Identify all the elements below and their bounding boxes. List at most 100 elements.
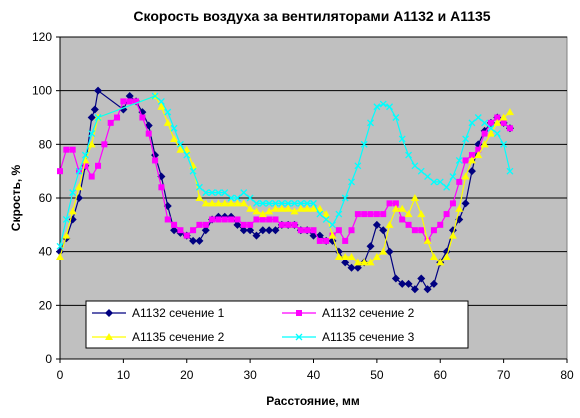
- data-point: [233, 199, 242, 207]
- data-point: [82, 162, 89, 169]
- legend-marker: [105, 309, 113, 317]
- data-point: [348, 178, 355, 186]
- data-point: [208, 199, 217, 207]
- data-point: [259, 199, 267, 207]
- data-point: [189, 236, 198, 245]
- data-point: [366, 242, 375, 251]
- data-point: [360, 258, 369, 266]
- data-point: [418, 227, 425, 234]
- data-point: [284, 199, 292, 207]
- data-point: [227, 194, 235, 202]
- data-point: [233, 194, 241, 202]
- data-point: [379, 226, 388, 235]
- data-point: [171, 221, 178, 228]
- data-point: [474, 140, 483, 149]
- axes: 0 20 40 60 80 100 120 0 10 20 30 40 50 60 70 80: [32, 30, 574, 382]
- data-point: [487, 119, 494, 126]
- data-point: [404, 279, 413, 288]
- data-point: [455, 204, 464, 212]
- data-point: [114, 114, 121, 121]
- data-point: [500, 140, 508, 148]
- data-point: [391, 204, 400, 212]
- data-point: [233, 220, 242, 229]
- data-point: [126, 98, 133, 105]
- data-point: [335, 210, 343, 218]
- data-point: [500, 119, 507, 126]
- legend-label: А1132 сечение 1: [132, 306, 225, 320]
- data-point: [322, 210, 331, 218]
- x-tick-label: 70: [497, 368, 511, 382]
- data-point: [195, 194, 204, 201]
- data-point: [209, 216, 216, 223]
- data-point: [214, 199, 223, 207]
- legend-label: А1132 сечение 2: [322, 306, 415, 320]
- data-point: [437, 221, 444, 228]
- data-point: [163, 118, 172, 126]
- data-point: [423, 236, 432, 244]
- data-point: [304, 227, 311, 234]
- data-point: [234, 216, 241, 223]
- data-point: [385, 220, 394, 228]
- data-point: [75, 183, 84, 191]
- data-point: [386, 103, 394, 111]
- data-point: [391, 274, 400, 283]
- series-3: [56, 92, 514, 266]
- data-point: [101, 141, 108, 148]
- data-point: [214, 189, 222, 197]
- data-point: [449, 173, 457, 180]
- series-2: [57, 98, 513, 244]
- data-point: [423, 285, 432, 294]
- data-point: [448, 231, 457, 239]
- data-point: [133, 98, 140, 105]
- x-tick-label: 60: [434, 368, 448, 382]
- x-tick-label: 0: [57, 368, 64, 382]
- series-layer: [56, 86, 514, 294]
- data-point: [56, 253, 64, 261]
- x-tick-label: 80: [560, 368, 574, 382]
- x-tick-label: 50: [370, 368, 384, 382]
- data-point: [310, 199, 317, 207]
- data-point: [228, 216, 235, 223]
- data-point: [265, 199, 273, 207]
- data-point: [258, 210, 267, 218]
- data-point: [69, 189, 77, 197]
- data-point: [272, 199, 279, 207]
- data-point: [196, 221, 203, 228]
- data-point: [278, 221, 285, 228]
- data-point: [405, 151, 413, 159]
- data-point: [404, 210, 413, 218]
- data-point: [90, 105, 99, 114]
- data-point: [456, 178, 463, 185]
- data-point: [424, 173, 432, 180]
- data-point: [157, 102, 166, 110]
- data-point: [303, 204, 312, 212]
- x-tick-label: 10: [117, 368, 131, 382]
- x-axis-label: Расстояние, мм: [266, 394, 360, 408]
- data-point: [291, 199, 298, 207]
- data-point: [195, 183, 203, 191]
- data-point: [94, 86, 103, 95]
- data-point: [442, 253, 451, 261]
- data-point: [366, 258, 375, 266]
- legend-box: [85, 300, 469, 349]
- data-point: [183, 151, 191, 159]
- data-point: [240, 221, 247, 228]
- data-point: [69, 146, 76, 153]
- data-point: [88, 130, 96, 138]
- data-point: [221, 189, 229, 197]
- data-point: [125, 92, 134, 101]
- data-point: [95, 162, 102, 169]
- data-point: [461, 199, 470, 208]
- data-point: [347, 263, 356, 272]
- data-point: [341, 194, 349, 202]
- y-tick-label: 80: [39, 137, 53, 151]
- data-point: [449, 200, 456, 207]
- data-point: [157, 97, 165, 105]
- x-tick-label: 40: [307, 368, 321, 382]
- data-point: [480, 140, 489, 148]
- series-4: [56, 92, 514, 250]
- data-point: [367, 211, 374, 218]
- data-point: [265, 207, 274, 215]
- data-point: [505, 108, 514, 116]
- data-point: [353, 263, 362, 272]
